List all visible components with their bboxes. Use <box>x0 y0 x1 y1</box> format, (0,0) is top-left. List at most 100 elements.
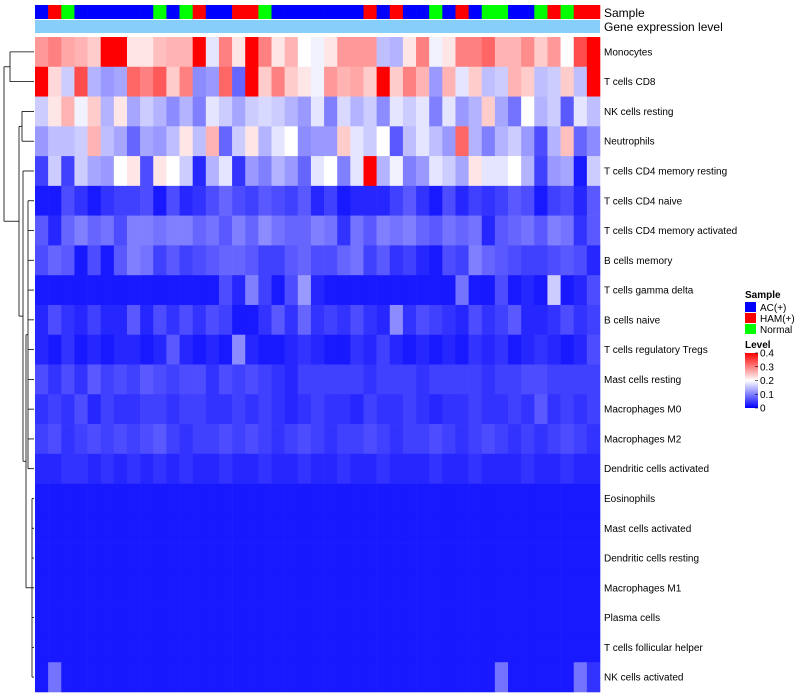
heatmap-cell <box>508 364 522 395</box>
sample-annotation-cell <box>232 5 246 19</box>
heatmap-cell <box>87 453 101 484</box>
heatmap-cell <box>192 245 207 276</box>
heatmap-cell <box>376 513 391 544</box>
heatmap-cell <box>35 483 49 514</box>
heatmap-cell <box>140 245 154 276</box>
heatmap-cell <box>508 602 522 633</box>
heatmap-cell <box>245 275 259 306</box>
heatmap-cell <box>179 364 193 395</box>
heatmap-cell <box>586 156 601 187</box>
heatmap-cell <box>363 513 377 544</box>
heatmap-cell <box>284 602 299 633</box>
heatmap-cell <box>442 364 456 395</box>
heatmap-cell <box>494 215 509 246</box>
heatmap-cell <box>402 364 417 395</box>
sample-annotation-cell <box>560 5 575 19</box>
heatmap-cell <box>534 453 548 484</box>
heatmap-cell <box>218 126 233 157</box>
heatmap-cell <box>297 602 312 633</box>
heatmap-cell <box>455 215 469 246</box>
heatmap-cell <box>468 662 483 693</box>
heatmap-cell <box>271 304 285 336</box>
heatmap-cell <box>113 304 128 336</box>
heatmap-cell <box>232 513 246 544</box>
sample-annotation-cell <box>126 5 141 19</box>
heatmap-cell <box>468 96 483 127</box>
heatmap-cell <box>87 364 101 395</box>
heatmap-cell <box>166 543 180 574</box>
heatmap-cell <box>573 572 588 603</box>
heatmap-cell <box>61 245 75 276</box>
heatmap-cell <box>442 275 456 306</box>
heatmap-cell <box>468 304 483 336</box>
heatmap-cell <box>74 394 88 425</box>
heatmap-cell <box>586 662 601 693</box>
heatmap-cell <box>337 37 351 68</box>
heatmap-cell <box>179 543 193 574</box>
heatmap-cell <box>310 304 325 336</box>
heatmap-cell <box>573 394 588 425</box>
heatmap-cell <box>455 156 469 187</box>
sample-annotation-cell <box>310 5 325 19</box>
heatmap-cell <box>508 572 522 603</box>
heatmap-cell <box>192 126 207 157</box>
heatmap-cell <box>74 453 88 484</box>
heatmap-cell <box>35 96 49 127</box>
heatmap-cell <box>573 453 588 484</box>
heatmap-cell <box>232 602 246 633</box>
heatmap-cell <box>429 543 443 574</box>
heatmap-cell <box>179 572 193 603</box>
heatmap-cell <box>455 126 469 157</box>
heatmap-cell <box>179 185 193 216</box>
heatmap-cell <box>166 215 180 246</box>
heatmap-cell <box>494 424 509 455</box>
heatmap-cell <box>389 424 404 455</box>
heatmap-cell <box>100 245 115 276</box>
legend-sample-label: Normal <box>760 325 792 336</box>
heatmap-cell <box>324 662 338 693</box>
sample-annotation-cell <box>100 5 115 19</box>
heatmap-cell <box>442 96 456 127</box>
heatmap-cell <box>494 572 509 603</box>
heatmap-cell <box>494 632 509 663</box>
heatmap-cell <box>245 572 259 603</box>
heatmap-cell <box>547 245 561 276</box>
heatmap-cell <box>140 304 154 336</box>
heatmap-cell <box>166 394 180 425</box>
heatmap-cell <box>100 185 115 216</box>
heatmap-cell <box>402 572 417 603</box>
heatmap-cell <box>481 37 496 68</box>
heatmap-cell <box>100 572 115 603</box>
heatmap-cell <box>232 185 246 216</box>
sample-annotation-cell <box>74 5 88 19</box>
heatmap-cell <box>205 245 220 276</box>
sample-annotation-cell <box>271 5 285 19</box>
heatmap-cell <box>324 483 338 514</box>
heatmap-cell <box>297 156 312 187</box>
row-label: Monocytes <box>604 47 652 58</box>
heatmap-cell <box>284 66 299 97</box>
heatmap-cell <box>153 66 167 97</box>
heatmap-cell <box>376 572 391 603</box>
heatmap-cell <box>126 394 141 425</box>
heatmap-cell <box>74 275 88 306</box>
heatmap-cell <box>376 185 391 216</box>
heatmap-cell <box>100 364 115 395</box>
heatmap-cell <box>284 245 299 276</box>
heatmap-cell <box>61 453 75 484</box>
heatmap-cell <box>324 215 338 246</box>
heatmap-cell <box>61 513 75 544</box>
heatmap-cell <box>232 304 246 336</box>
heatmap-cell <box>534 602 548 633</box>
heatmap-cell <box>586 424 601 455</box>
legend-sample-items: AC(+)HAM(+)Normal <box>745 302 795 336</box>
heatmap-cell <box>192 453 207 484</box>
heatmap-cell <box>35 453 49 484</box>
sample-annotation-cell <box>192 5 207 19</box>
heatmap-cell <box>534 156 548 187</box>
heatmap-cell <box>297 453 312 484</box>
heatmap-cell <box>455 632 469 663</box>
heatmap-cell <box>534 96 548 127</box>
heatmap-cell <box>61 662 75 693</box>
